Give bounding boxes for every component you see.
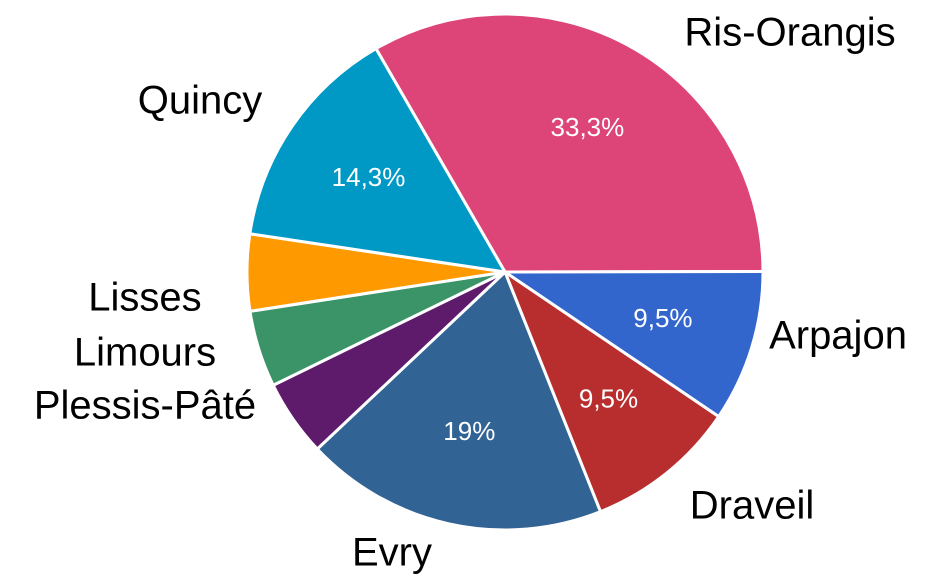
slice-label: Arpajon bbox=[769, 314, 907, 358]
slice-label: Limours bbox=[74, 331, 216, 375]
pie-slice bbox=[500, 269, 765, 419]
slice-label: Quincy bbox=[138, 79, 263, 123]
slice-label: Lisses bbox=[88, 276, 201, 320]
pie-slice bbox=[315, 269, 603, 532]
slice-label: Ris-Orangis bbox=[684, 11, 895, 55]
slice-label: Plessis-Pâté bbox=[34, 384, 256, 428]
value-label: 9,5% bbox=[579, 384, 638, 414]
slice-label: Draveil bbox=[690, 484, 814, 528]
value-label: 19% bbox=[443, 416, 495, 446]
slice-label: Evry bbox=[352, 531, 432, 575]
value-label: 14,3% bbox=[332, 162, 406, 192]
pie-slice bbox=[248, 46, 508, 274]
value-label: 33,3% bbox=[551, 112, 625, 142]
pie-slice bbox=[373, 12, 765, 274]
pie-slice bbox=[501, 268, 721, 514]
value-label: 9,5% bbox=[633, 303, 692, 333]
